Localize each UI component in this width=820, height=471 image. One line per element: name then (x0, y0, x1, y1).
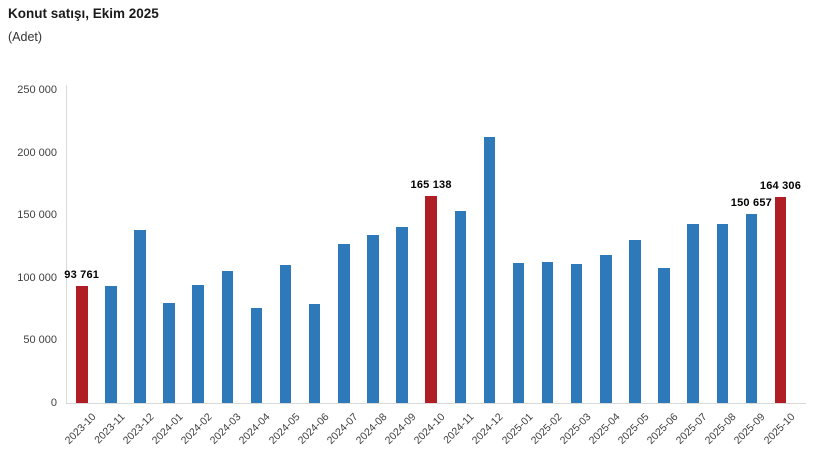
x-tick-label: 2023-12 (120, 411, 157, 447)
x-axis-line (66, 403, 806, 404)
x-tick-label: 2025-01 (499, 411, 535, 447)
bar-value-label: 164 306 (759, 180, 802, 193)
bar-2025-09[interactable] (745, 214, 758, 403)
x-tick-label: 2024-09 (382, 411, 419, 447)
x-tick-label: 2025-09 (732, 411, 768, 447)
y-tick-label: 50 000 (23, 334, 57, 347)
bar-2024-05[interactable] (279, 264, 292, 403)
x-tick-label: 2023-11 (92, 411, 128, 447)
bar-2025-04[interactable] (600, 254, 612, 403)
bar-2025-06[interactable] (658, 268, 670, 403)
x-tick-label: 2025-06 (644, 411, 681, 447)
y-tick-label: 150 000 (17, 209, 57, 222)
x-tick-label: 2025-10 (761, 411, 797, 447)
y-tick-label: 0 (50, 397, 57, 409)
bar-2023-12[interactable] (134, 229, 146, 403)
x-tick-label: 2024-02 (178, 411, 215, 447)
x-tick-label: 2024-01 (149, 411, 186, 447)
bar-2024-10[interactable] (425, 196, 437, 403)
bar-2025-08[interactable] (716, 223, 728, 403)
x-tick-label: 2024-03 (208, 411, 244, 447)
x-tick-label: 2024-05 (266, 411, 302, 447)
y-tick-label: 250 000 (17, 84, 57, 96)
x-tick-label: 2025-07 (673, 411, 710, 447)
y-axis-line (66, 85, 67, 403)
bar-value-label: 165 138 (410, 179, 452, 192)
bar-value-label: 93 761 (64, 268, 100, 281)
x-tick-label: 2024-10 (411, 411, 448, 447)
bar-2025-03[interactable] (570, 264, 583, 403)
bar-2024-08[interactable] (367, 235, 379, 403)
bar-2025-02[interactable] (541, 261, 554, 403)
x-tick-label: 2024-04 (237, 411, 273, 447)
bar-2025-07[interactable] (687, 224, 699, 403)
bar-value-label: 150 657 (730, 197, 772, 210)
bar-2025-01[interactable] (512, 262, 525, 403)
y-tick-label: 200 000 (17, 146, 57, 159)
bar-2025-10[interactable] (774, 197, 787, 403)
bar-2024-09[interactable] (396, 226, 408, 403)
page-title: Konut satışı, Ekim 2025 (8, 6, 159, 21)
x-tick-label: 2024-11 (441, 411, 477, 447)
bar-2024-02[interactable] (192, 285, 204, 403)
bar-2024-11[interactable] (454, 211, 466, 403)
x-tick-label: 2023-10 (62, 411, 99, 447)
bar-2024-06[interactable] (308, 303, 321, 403)
bar-2024-04[interactable] (250, 308, 263, 403)
bar-2024-12[interactable] (483, 136, 496, 403)
bar-2024-07[interactable] (338, 243, 350, 403)
y-tick-label: 100 000 (17, 271, 57, 284)
bar-2024-03[interactable] (221, 271, 233, 403)
x-tick-label: 2025-08 (703, 411, 739, 447)
x-tick-label: 2024-12 (470, 411, 506, 447)
bar-2025-05[interactable] (629, 240, 641, 403)
bar-2024-01[interactable] (163, 302, 175, 403)
unit-label: (Adet) (8, 30, 43, 44)
bar-2023-11[interactable] (105, 286, 117, 403)
bar-2023-10[interactable] (76, 285, 88, 403)
